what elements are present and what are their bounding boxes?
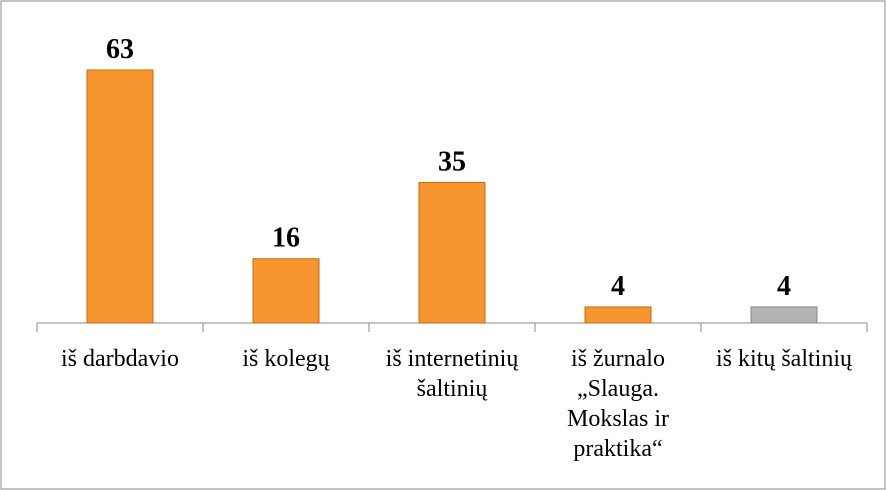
bar — [252, 258, 320, 324]
x-tick-label: iš žurnalo „Slauga. Mokslas ir praktika“ — [567, 346, 669, 462]
value-label: 16 — [272, 223, 300, 254]
value-label: 4 — [777, 271, 791, 302]
value-label: 63 — [106, 34, 134, 65]
x-tick-label: iš kolegų — [242, 346, 330, 372]
bar — [86, 69, 154, 324]
x-tick-label: iš internetinių šaltinių — [385, 346, 519, 402]
x-tick-label: iš darbdavio — [61, 346, 179, 372]
x-tick-label: iš kitų šaltinių — [715, 346, 852, 372]
value-label: 35 — [438, 146, 466, 177]
bar — [750, 306, 818, 324]
bar — [418, 181, 486, 324]
value-label: 4 — [611, 271, 625, 302]
bar — [584, 306, 652, 324]
